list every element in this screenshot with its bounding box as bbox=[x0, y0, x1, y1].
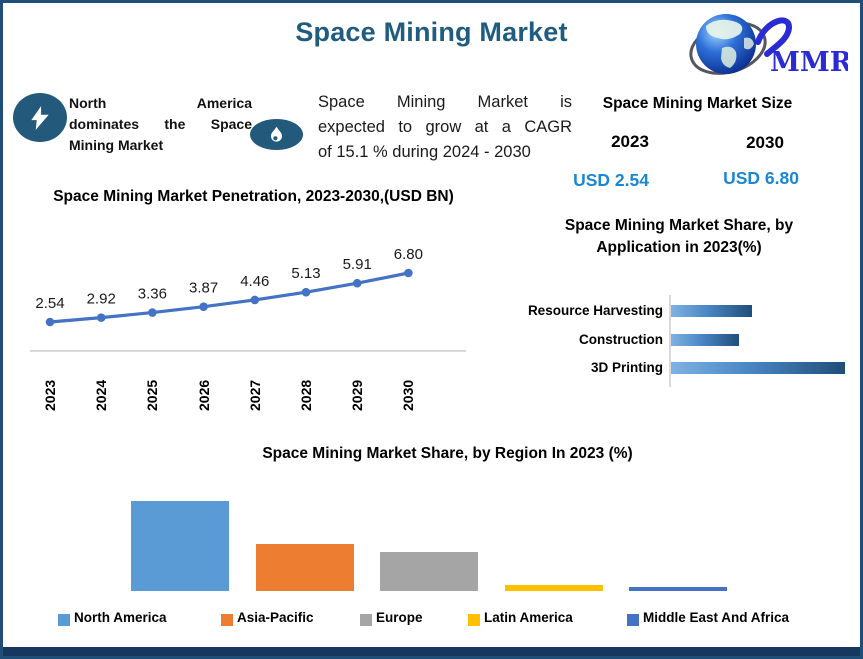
region-bar bbox=[380, 551, 478, 591]
line-series bbox=[48, 271, 410, 324]
data-label: 5.13 bbox=[291, 265, 320, 282]
legend-swatch bbox=[58, 614, 70, 626]
application-bar bbox=[671, 362, 845, 374]
x-axis-tick-label: 2023 bbox=[42, 379, 58, 411]
region-bar bbox=[255, 544, 354, 591]
data-label: 2.92 bbox=[87, 291, 116, 308]
data-label: 3.36 bbox=[138, 286, 167, 303]
line-marker bbox=[45, 317, 55, 327]
market-size-value-2023: USD 2.54 bbox=[573, 170, 649, 190]
region-bar bbox=[629, 587, 727, 591]
legend-swatch bbox=[360, 614, 372, 626]
line-marker bbox=[199, 302, 208, 311]
data-label: 5.91 bbox=[343, 256, 372, 273]
line-marker bbox=[96, 313, 106, 322]
highlight-callout-badge bbox=[13, 93, 67, 142]
application-category-label: Resource Harvesting bbox=[527, 303, 663, 318]
application-category-label: 3D Printing bbox=[590, 360, 663, 375]
cagr-callout-text: Space Mining Market is expected to grow a… bbox=[318, 93, 572, 161]
lightning-icon bbox=[31, 105, 49, 130]
legend-label: Europe bbox=[376, 610, 423, 625]
x-axis-tick-label: 2026 bbox=[195, 379, 212, 411]
line-marker bbox=[250, 295, 260, 305]
region-bar bbox=[131, 501, 229, 591]
application-category-label: Construction bbox=[579, 331, 663, 347]
legend-swatch bbox=[627, 614, 639, 626]
market-size-title: Space Mining Market Size bbox=[602, 95, 793, 112]
data-label: 3.87 bbox=[189, 280, 218, 297]
legend-label: Latin America bbox=[484, 610, 573, 625]
flame-icon bbox=[270, 126, 283, 142]
application-bar bbox=[671, 305, 752, 317]
globe-swoosh-icon bbox=[689, 14, 792, 75]
legend-swatch bbox=[221, 614, 233, 626]
legend-label: Middle East And Africa bbox=[643, 610, 790, 625]
x-axis-tick-label: 2030 bbox=[400, 379, 417, 411]
penetration-chart-title: Space Mining Market Penetration, 2023-20… bbox=[53, 188, 454, 205]
mmr-logo: MMR bbox=[689, 14, 848, 78]
line-marker bbox=[404, 268, 413, 278]
region-chart-title: Space Mining Market Share, by Region In … bbox=[262, 445, 633, 462]
line-marker bbox=[301, 287, 311, 297]
market-size-value-2030: USD 6.80 bbox=[723, 168, 799, 188]
legend-swatch bbox=[468, 614, 480, 626]
data-label: 4.46 bbox=[240, 273, 269, 290]
market-size-year-2030: 2030 bbox=[746, 133, 784, 152]
highlight-callout-text: North America dominates the Space Mining M… bbox=[69, 95, 252, 153]
application-y-axis-line bbox=[669, 295, 671, 387]
legend-label: North America bbox=[74, 610, 167, 625]
x-axis-tick-label: 2028 bbox=[298, 379, 314, 411]
penetration-x-axis-line bbox=[30, 350, 466, 352]
market-size-year-2023: 2023 bbox=[611, 132, 649, 151]
x-axis-tick-label: 2025 bbox=[144, 379, 161, 411]
mmr-logo-text: MMR bbox=[770, 47, 848, 78]
page-title: Space Mining Market bbox=[295, 17, 568, 47]
x-axis-tick-label: 2029 bbox=[349, 379, 366, 411]
line-marker bbox=[148, 308, 157, 317]
penetration-line-chart: 2.54 2.92 3.36 3.87 4.46 5.13 5.91 6.80 bbox=[35, 246, 423, 327]
application-chart-title: Space Mining Market Share, by Applicatio… bbox=[564, 217, 794, 257]
application-bar bbox=[671, 333, 739, 346]
x-axis-tick-label: 2024 bbox=[93, 379, 110, 411]
x-axis-tick-label: 2027 bbox=[246, 379, 263, 411]
region-bar bbox=[504, 585, 603, 591]
data-label: 2.54 bbox=[35, 295, 64, 312]
cagr-callout-badge bbox=[250, 119, 303, 150]
legend-label: Asia-Pacific bbox=[237, 610, 314, 625]
line-marker bbox=[352, 278, 362, 288]
footer-strip bbox=[3, 647, 860, 656]
data-label: 6.80 bbox=[394, 246, 423, 263]
